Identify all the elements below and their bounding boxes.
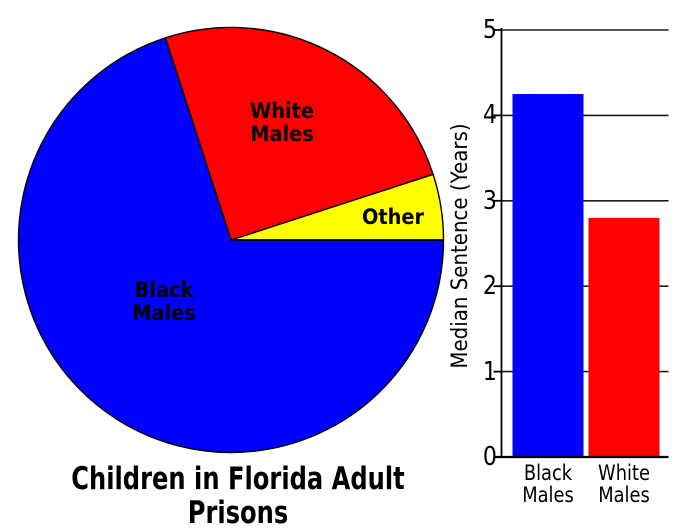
bar-white-males [588,217,660,457]
pie-title: Children in Florida Adult Prisons [71,461,405,531]
y-tick-label-3: 3 [482,186,497,216]
y-tick-label-0: 0 [482,442,497,472]
y-tick-label-1: 1 [482,357,497,387]
x-label-white-males: White Males [598,461,650,507]
y-tick-label-2: 2 [482,271,497,301]
y-tick-label-4: 4 [482,100,497,130]
x-label-black-males: Black Males [522,461,574,507]
y-axis-title: Median Sentence (Years) [448,123,473,369]
pie-label-black-males: Black Males [132,278,196,325]
pie-slice-black-males [17,37,445,454]
pie-label-other: Other [361,205,425,229]
pie-label-white-males: White Males [249,99,315,146]
y-tick-label-5: 5 [482,15,497,45]
bar-black-males [512,94,584,457]
pie-slice-white-males [164,26,434,241]
charts-canvas [17,26,669,459]
